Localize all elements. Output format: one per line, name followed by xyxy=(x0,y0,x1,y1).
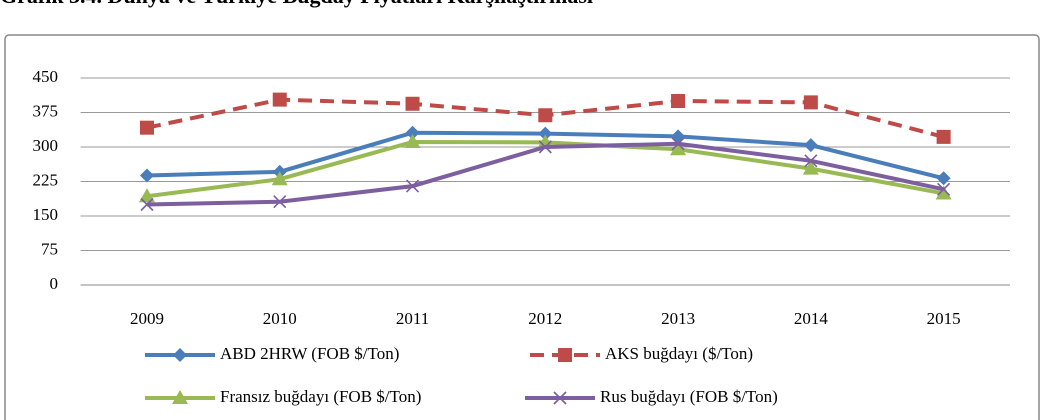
marker xyxy=(803,95,818,110)
y-tick-label: 150 xyxy=(33,205,59,224)
marker xyxy=(404,133,421,148)
x-tick-label: 2012 xyxy=(528,309,562,328)
marker xyxy=(405,96,420,111)
marker xyxy=(537,134,554,149)
x-tick-label: 2014 xyxy=(794,309,829,328)
marker xyxy=(802,160,819,175)
y-tick-label: 0 xyxy=(50,274,59,293)
marker xyxy=(935,185,952,200)
marker xyxy=(937,182,951,196)
marker xyxy=(138,188,155,203)
y-tick-label: 450 xyxy=(33,67,59,86)
x-tick-label: 2015 xyxy=(927,309,961,328)
y-tick-label: 225 xyxy=(33,170,59,189)
y-tick-label: 375 xyxy=(33,101,59,120)
marker xyxy=(671,137,685,151)
legend-label: AKS buğdayı ($/Ton) xyxy=(605,344,753,363)
marker xyxy=(139,168,154,183)
marker xyxy=(936,171,951,186)
marker xyxy=(405,125,420,140)
marker xyxy=(936,129,951,144)
y-tick-label: 75 xyxy=(41,239,58,258)
marker xyxy=(140,197,154,212)
legend-marker xyxy=(553,391,567,405)
chart-title: Grafik 3.4. Dünya ve Türkiye Buğday Fiya… xyxy=(0,0,593,8)
marker xyxy=(272,92,287,107)
legend-label: ABD 2HRW (FOB $/Ton) xyxy=(220,344,399,363)
x-tick-label: 2011 xyxy=(396,309,429,328)
x-tick-label: 2009 xyxy=(130,309,164,328)
marker xyxy=(538,126,553,141)
x-tick-label: 2013 xyxy=(661,309,695,328)
x-tick-label: 2010 xyxy=(263,309,297,328)
marker xyxy=(271,171,288,186)
marker xyxy=(671,94,686,108)
marker xyxy=(405,179,420,193)
marker xyxy=(804,154,818,168)
marker xyxy=(139,120,154,135)
legend-marker xyxy=(172,390,188,404)
legend-marker xyxy=(558,348,572,362)
chart-frame xyxy=(4,34,1040,420)
legend-label: Rus buğdayı (FOB $/Ton) xyxy=(600,387,778,406)
marker xyxy=(670,141,687,156)
legend-marker xyxy=(173,348,187,362)
marker xyxy=(273,195,287,209)
marker xyxy=(803,138,818,153)
marker xyxy=(538,140,552,154)
marker xyxy=(538,108,553,123)
legend-label: Fransız buğdayı (FOB $/Ton) xyxy=(220,387,421,406)
y-tick-label: 300 xyxy=(33,136,59,155)
